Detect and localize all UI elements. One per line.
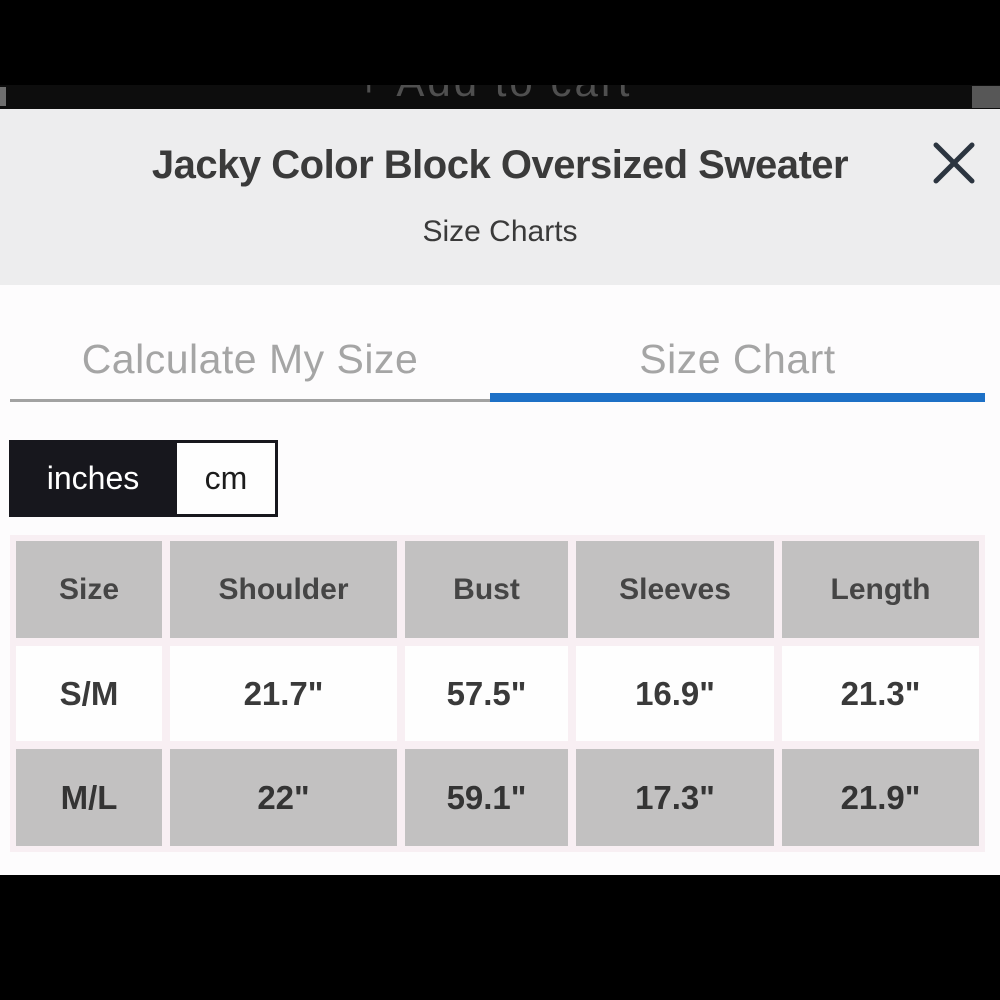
toggle-inches[interactable]: inches [12,443,174,514]
size-table: Size Shoulder Bust Sleeves Length S/M 21… [10,535,985,852]
dimmed-page-overlay [0,0,1000,85]
table-cell-ml-size: M/L [16,749,162,846]
table-cell-sm-bust: 57.5" [405,646,568,741]
add-to-cart-button[interactable]: + Add to cart [356,85,632,106]
table-cell-ml-sleeves: 17.3" [576,749,774,846]
size-chart-modal-header: Jacky Color Block Oversized Sweater Size… [0,109,1000,285]
table-header-size: Size [16,541,162,638]
table-header-sleeves: Sleeves [576,541,774,638]
dimmed-page-overlay-bottom [0,875,1000,1000]
close-button[interactable] [922,131,986,195]
table-cell-sm-sleeves: 16.9" [576,646,774,741]
background-toolbar: + Add to cart [0,85,1000,109]
tab-label: Calculate My Size [81,336,419,382]
tab-size-chart[interactable]: Size Chart [490,320,985,402]
page-edge-fragment-right [972,86,1000,108]
modal-subtitle: Size Charts [422,215,578,248]
table-header-length: Length [782,541,979,638]
page-edge-fragment-left [0,87,6,106]
table-cell-sm-shoulder: 21.7" [170,646,397,741]
tab-label: Size Chart [639,336,836,382]
table-cell-ml-bust: 59.1" [405,749,568,846]
close-icon [933,142,975,184]
table-header-bust: Bust [405,541,568,638]
table-header-shoulder: Shoulder [170,541,397,638]
table-cell-sm-size: S/M [16,646,162,741]
toggle-inches-label: inches [46,460,140,496]
table-cell-ml-length: 21.9" [782,749,979,846]
toggle-cm[interactable]: cm [174,443,275,514]
tab-bar: Calculate My Size Size Chart [10,320,985,402]
tab-calculate-my-size[interactable]: Calculate My Size [10,320,490,402]
unit-toggle: inches cm [9,440,278,517]
toggle-cm-label: cm [204,460,248,496]
table-cell-sm-length: 21.3" [782,646,979,741]
page-title: Jacky Color Block Oversized Sweater [151,143,849,187]
table-cell-ml-shoulder: 22" [170,749,397,846]
size-chart-modal-body: Calculate My Size Size Chart inches cm S… [0,285,1000,875]
